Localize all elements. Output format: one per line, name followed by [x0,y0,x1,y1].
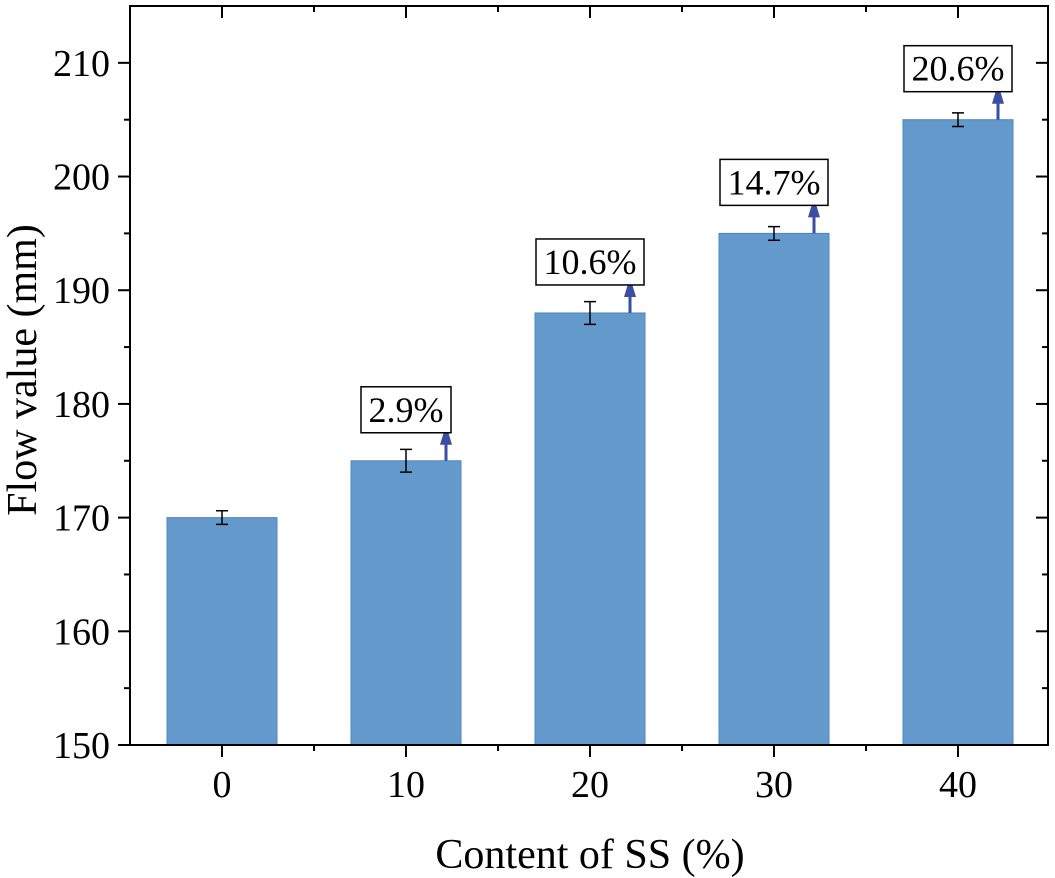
x-tick-label: 40 [939,764,977,806]
x-tick-label: 30 [755,764,793,806]
plot-area: 150 160 170 180 190 200 210 0 10 20 30 40 2.9% 10.6% 1… [53,5,1049,806]
y-axis-title: Flow value (mm) [0,224,46,516]
x-tick-label: 10 [387,764,425,806]
y-tick-label: 210 [53,43,110,85]
y-tick-label: 160 [53,611,110,653]
x-tick-label: 20 [571,764,609,806]
bar-0 [166,517,278,746]
error-bar-20 [584,300,596,326]
annotation-label: 2.9% [369,390,444,430]
x-axis-title: Content of SS (%) [435,832,744,878]
y-tick-label: 180 [53,384,110,426]
annotation-label: 20.6% [912,49,1005,89]
increase-arrow-head [440,424,452,445]
y-tick-label: 170 [53,498,110,540]
annotation-label: 14.7% [728,162,821,202]
annotation-box [360,386,452,434]
y-tick-label: 150 [53,725,110,767]
increase-arrow-head [808,197,820,218]
error-bar-10 [400,448,412,473]
x-tick-label: 0 [213,764,232,806]
annotation-box [903,44,1013,93]
y-tick-label: 190 [53,270,110,312]
bar-30 [718,232,830,746]
bar-40 [902,119,1014,746]
bar-10 [350,460,462,746]
error-bar-0 [216,510,228,526]
bar-20 [534,312,646,746]
annotation-box [535,238,645,286]
annotation-label: 10.6% [544,242,637,282]
y-tick-label: 200 [53,157,110,199]
error-bar-40 [952,112,964,128]
error-bar-30 [768,225,780,241]
annotation-box [719,158,829,207]
increase-arrow-head [992,83,1004,104]
increase-arrow-head [624,276,636,297]
